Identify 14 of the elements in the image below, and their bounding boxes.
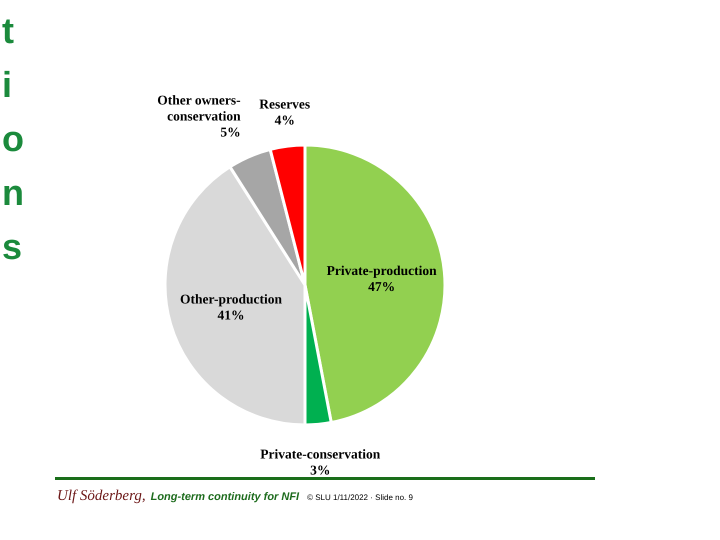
slice-label: Other-production — [180, 291, 283, 306]
text: Long-term continuity for NFI — [150, 491, 300, 503]
slice-label: Other owners-conservation — [157, 92, 242, 124]
data-label: 41% — [218, 307, 245, 322]
data-label: 47% — [368, 278, 396, 294]
data-label: 3% — [310, 462, 330, 478]
slice-label: Private-production — [326, 262, 438, 278]
data-label: 4% — [274, 112, 295, 128]
slice-label: Private-conservation — [260, 446, 381, 462]
text: Ulf Söderberg, — [57, 488, 146, 505]
data-label: 5% — [220, 124, 241, 140]
text: © SLU 1/11/2022 · Slide no. 9 — [307, 493, 413, 502]
slice-label: Reserves — [259, 96, 310, 112]
text: tions — [2, 9, 24, 269]
